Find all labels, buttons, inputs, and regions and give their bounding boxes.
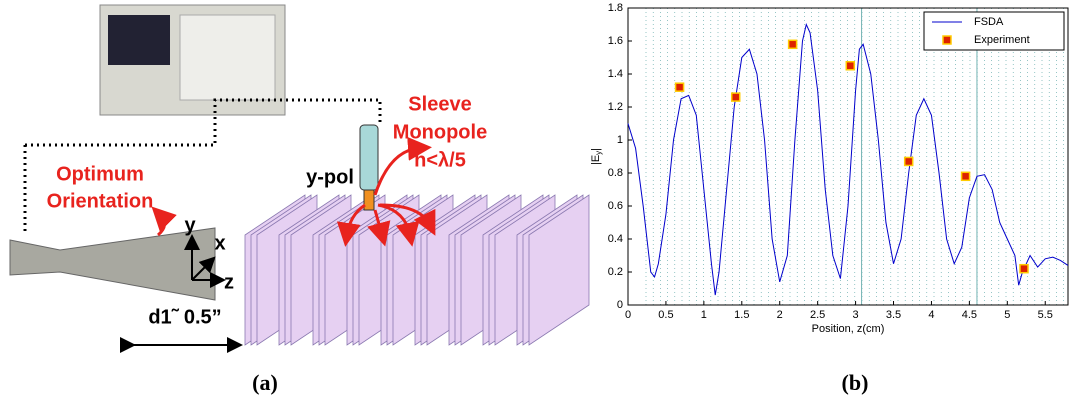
- label: Orientation: [47, 190, 154, 212]
- x-tick-label: 4.5: [962, 309, 977, 321]
- y-tick-label: 1.6: [608, 35, 623, 47]
- diagram: Sleeve Monopole h<λ/5 y-pol Optimum Orie…: [10, 5, 589, 395]
- caption: (a): [252, 370, 278, 395]
- x-tick-label: 1: [701, 309, 707, 321]
- y-tick-label: 1.4: [608, 68, 623, 80]
- legend-label: FSDA: [974, 16, 1004, 28]
- label: Optimum: [56, 163, 144, 185]
- point: [1020, 265, 1028, 273]
- label: y: [184, 214, 196, 236]
- point: [732, 93, 740, 101]
- label: y-pol: [306, 166, 354, 188]
- y-tick-label: 0.8: [608, 167, 623, 179]
- plot-frame: [628, 8, 1068, 305]
- x-tick-label: 3: [853, 309, 859, 321]
- x-tick-label: 3.5: [886, 309, 901, 321]
- y-tick-label: 0.2: [608, 266, 623, 278]
- y-tick-label: 1.2: [608, 101, 623, 113]
- label: h<λ/5: [414, 149, 466, 171]
- y-tick-label: 0.6: [608, 200, 623, 212]
- monopole: [360, 125, 378, 190]
- label: z: [224, 271, 234, 293]
- analyzer-screen: [108, 15, 170, 65]
- y-tick-label: 1.8: [608, 2, 623, 14]
- x-tick-label: 1.5: [734, 309, 749, 321]
- y-tick-label: 0: [617, 299, 623, 311]
- x-axis-label: Position, z(cm): [812, 323, 885, 335]
- arrow: [158, 215, 165, 235]
- point: [676, 83, 684, 91]
- legend-label: Experiment: [974, 34, 1030, 46]
- monopole-sleeve: [364, 190, 374, 210]
- y-tick-label: 1: [617, 134, 623, 146]
- horn-antenna: [10, 228, 215, 300]
- point: [962, 172, 970, 180]
- point: [905, 157, 913, 165]
- y-label-part: |E: [590, 155, 602, 165]
- slabs: [245, 195, 589, 345]
- figure: Sleeve Monopole h<λ/5 y-pol Optimum Orie…: [0, 0, 1069, 400]
- point: [789, 40, 797, 48]
- point: [846, 62, 854, 70]
- label: Sleeve: [408, 93, 471, 115]
- x-tick-label: 2.5: [810, 309, 825, 321]
- y-axis-label: |Ey|: [590, 148, 603, 165]
- y-tick-label: 0.4: [608, 233, 623, 245]
- chart: 0 0.2 0.4 0.6 0.8 1 1.2 1.4 1.6 1.8 0 0.5 1 1.5 2 2.5 3 3…: [590, 2, 1068, 335]
- x-tick-label: 5.5: [1038, 309, 1053, 321]
- x-tick-label: 0.5: [658, 309, 673, 321]
- x-tick-label: 4: [928, 309, 934, 321]
- y-label-part: |: [590, 148, 602, 151]
- label: Monopole: [393, 121, 487, 143]
- caption: (b): [842, 370, 869, 395]
- legend-swatch: [943, 36, 951, 44]
- x-tick-label: 5: [1004, 309, 1010, 321]
- x-tick-label: 2: [777, 309, 783, 321]
- x-tick-label: 0: [625, 309, 631, 321]
- label: d1˜ 0.5”: [148, 306, 221, 328]
- analyzer-keys: [180, 15, 275, 100]
- label: x: [214, 232, 225, 254]
